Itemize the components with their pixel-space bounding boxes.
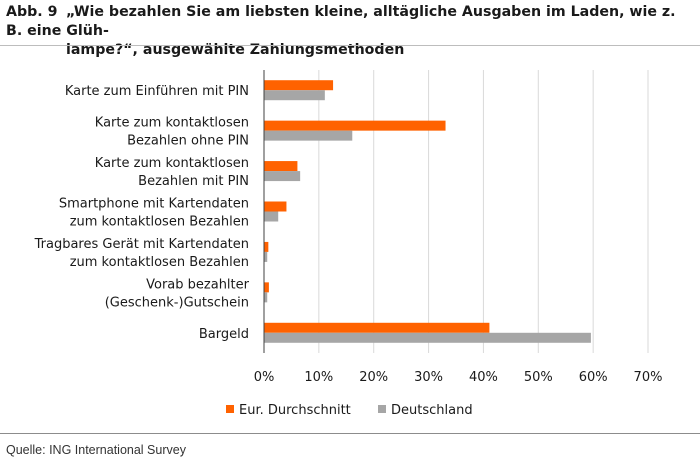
x-tick-label: 0% xyxy=(254,370,275,385)
x-tick-label: 70% xyxy=(634,370,663,385)
x-tick-labels: 0% 10% 20% 30% 40% 50% 60% 70% xyxy=(254,370,663,385)
source-note: Quelle: ING International Survey xyxy=(6,443,186,457)
legend-label: Eur. Durchschnitt xyxy=(239,403,351,418)
gridlines xyxy=(263,70,649,353)
bar-deutschland-0 xyxy=(264,90,325,101)
bar-deutschland-2 xyxy=(264,171,301,182)
category-label: (Geschenk-)Gutschein xyxy=(105,295,249,310)
category-labels: Karte zum Einführen mit PIN Karte zum kon… xyxy=(34,84,250,342)
title-line-1: „Wie bezahlen Sie am liebsten kleine, al… xyxy=(6,4,676,39)
figure-number: Abb. 9 xyxy=(6,4,58,20)
bar-deutschland-6 xyxy=(264,332,591,343)
bottom-divider xyxy=(0,433,700,434)
category-label: zum kontaktlosen Bezahlen xyxy=(70,215,249,230)
legend-swatch xyxy=(226,405,234,413)
category-label: Bezahlen mit PIN xyxy=(138,174,249,189)
category-label: Vorab bezahlter xyxy=(146,277,250,292)
x-tick-label: 20% xyxy=(359,370,388,385)
category-label: Karte zum kontaktlosen xyxy=(95,116,249,131)
category-label: Tragbares Gerät mit Kartendaten xyxy=(34,237,249,252)
bar-eur-durchschnitt-3 xyxy=(264,201,287,212)
bar-eur-durchschnitt-5 xyxy=(264,282,269,293)
x-tick-label: 30% xyxy=(414,370,443,385)
title-line-2: lampe?“, ausgewählte Zahlungsmethoden xyxy=(66,42,405,58)
category-label: Bargeld xyxy=(199,327,249,342)
x-tick-label: 50% xyxy=(524,370,553,385)
chart-title: Abb. 9 „Wie bezahlen Sie am liebsten klei… xyxy=(6,3,696,60)
category-label: Karte zum Einführen mit PIN xyxy=(65,84,249,99)
bar-eur-durchschnitt-1 xyxy=(264,120,446,131)
x-tick-label: 40% xyxy=(469,370,498,385)
category-label: Bezahlen ohne PIN xyxy=(127,134,249,149)
bar-deutschland-5 xyxy=(264,292,268,303)
bar-deutschland-1 xyxy=(264,130,353,141)
x-tick-label: 60% xyxy=(579,370,608,385)
legend: Eur. Durchschnitt Deutschland xyxy=(226,403,473,418)
top-divider xyxy=(0,45,700,46)
legend-label: Deutschland xyxy=(391,403,473,418)
category-label: zum kontaktlosen Bezahlen xyxy=(70,255,249,270)
bar-eur-durchschnitt-0 xyxy=(264,80,334,91)
category-label: Smartphone mit Kartendaten xyxy=(59,197,249,212)
bars xyxy=(264,80,591,343)
bar-deutschland-3 xyxy=(264,211,279,222)
bar-deutschland-4 xyxy=(264,251,268,262)
bar-eur-durchschnitt-2 xyxy=(264,161,298,172)
legend-swatch xyxy=(378,405,386,413)
category-label: Karte zum kontaktlosen xyxy=(95,156,249,171)
bar-eur-durchschnitt-6 xyxy=(264,322,490,333)
bar-chart: Karte zum Einführen mit PIN Karte zum kon… xyxy=(34,70,663,418)
x-tick-label: 10% xyxy=(304,370,333,385)
bar-eur-durchschnitt-4 xyxy=(264,241,269,252)
